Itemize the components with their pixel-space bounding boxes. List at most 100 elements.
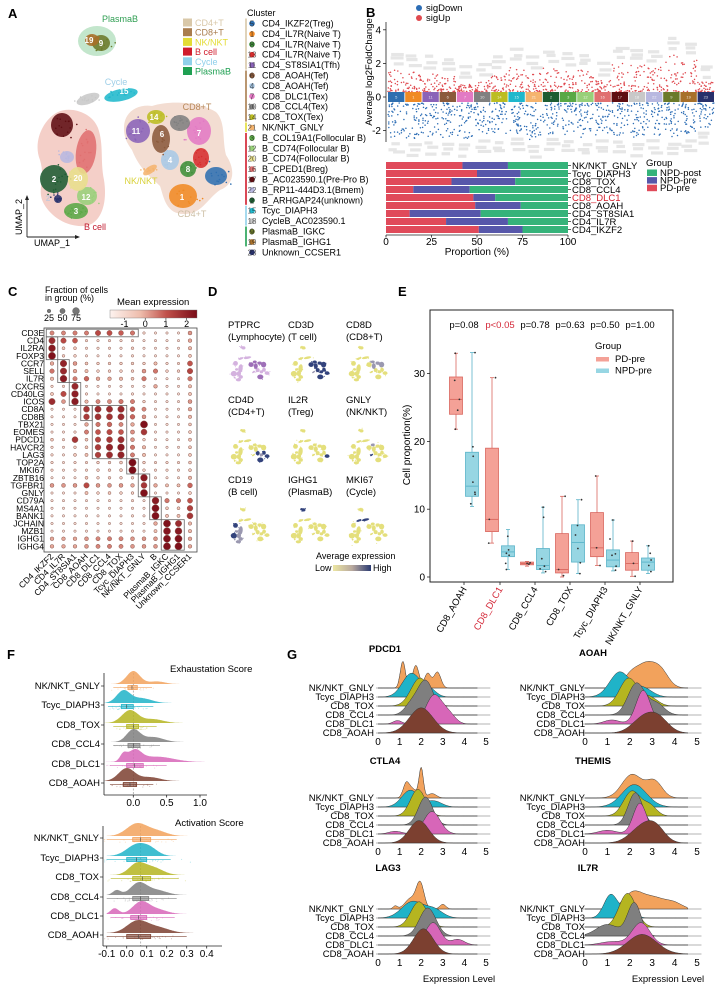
umap-cell-point bbox=[153, 112, 156, 114]
box-npd-pre-cd8_dlc1 bbox=[501, 529, 515, 571]
dotplot-dot bbox=[118, 330, 124, 336]
feature-umap-point bbox=[263, 451, 265, 453]
raincloud-title: Activation Score bbox=[175, 818, 244, 829]
feature-umap-point bbox=[355, 448, 357, 450]
feature-umap-region bbox=[322, 529, 326, 534]
umap-cell-point bbox=[91, 196, 93, 199]
x-tick-label: 75 bbox=[517, 237, 529, 248]
feature-umap-region bbox=[296, 371, 301, 377]
feature-umap-point bbox=[307, 520, 309, 521]
feature-umap-point bbox=[382, 528, 383, 530]
data-point bbox=[576, 524, 579, 527]
sigdown-point bbox=[546, 114, 549, 116]
feature-umap-point bbox=[318, 526, 320, 528]
sigdown-point bbox=[591, 117, 593, 119]
half-violin bbox=[104, 749, 205, 762]
sigup-point bbox=[436, 74, 439, 76]
sigup-point bbox=[453, 78, 455, 80]
dotplot-dot bbox=[107, 491, 112, 495]
sigup-point bbox=[567, 90, 569, 92]
umap-cell-point bbox=[97, 37, 100, 39]
gene-label-box bbox=[646, 59, 657, 63]
ridge-density bbox=[378, 880, 478, 910]
sigup-point bbox=[565, 89, 567, 91]
umap-cell-point bbox=[178, 190, 180, 192]
size-legend-dot bbox=[47, 309, 52, 314]
dotplot-dot bbox=[50, 415, 54, 419]
feature-umap-point bbox=[238, 441, 240, 443]
umap-cell-point bbox=[139, 119, 141, 122]
umap-cell-point bbox=[190, 166, 192, 168]
feature-umap-point bbox=[322, 530, 324, 532]
sigup-point bbox=[435, 85, 438, 88]
sigup-point bbox=[606, 84, 608, 86]
feature-umap-region bbox=[366, 524, 372, 529]
dotplot-dot bbox=[50, 514, 54, 518]
feature-umap-point bbox=[351, 447, 353, 449]
feature-umap-point bbox=[356, 541, 358, 543]
sigdown-point bbox=[493, 131, 496, 134]
umap-cell-point bbox=[211, 175, 213, 177]
feature-umap-point bbox=[249, 518, 251, 520]
jitter-point bbox=[153, 879, 155, 881]
umap-cell-point bbox=[152, 168, 155, 171]
sigup-point bbox=[657, 68, 660, 71]
cluster-color-dot bbox=[249, 166, 255, 172]
size-legend-title: in group (%) bbox=[45, 293, 94, 303]
feature-umap-point bbox=[361, 507, 363, 509]
feature-umap-point bbox=[297, 462, 299, 464]
sigdown-point bbox=[591, 102, 594, 104]
feature-umap-point bbox=[234, 525, 236, 527]
data-point bbox=[542, 506, 544, 509]
feature-umap-point bbox=[294, 376, 296, 378]
box-iqr bbox=[132, 837, 152, 842]
sigdown-point bbox=[451, 110, 453, 112]
feature-umap-point bbox=[257, 533, 259, 535]
gene-label-box bbox=[616, 55, 626, 60]
sigdown-point bbox=[456, 106, 458, 108]
sigdown-point bbox=[422, 106, 425, 109]
ridge-density bbox=[584, 802, 688, 835]
cluster-color-dot bbox=[249, 62, 255, 68]
sigdown-point bbox=[432, 116, 434, 119]
umap-cell-point bbox=[91, 201, 94, 203]
umap-cell-point bbox=[71, 170, 73, 172]
feature-umap-region bbox=[356, 526, 361, 535]
umap-cell-point bbox=[160, 119, 163, 122]
umap-cell-point bbox=[172, 155, 175, 158]
sigup-point bbox=[535, 87, 537, 90]
umap-cell-point bbox=[164, 164, 166, 166]
sigup-point bbox=[402, 90, 404, 93]
feature-umap-point bbox=[319, 460, 321, 462]
dotplot-dot bbox=[119, 346, 123, 350]
cluster-label: B_AC023590.1(Pre-Pro B) bbox=[262, 175, 369, 185]
dotplot-dot bbox=[72, 536, 78, 541]
feature-umap-point bbox=[315, 362, 317, 364]
raincloud-row-label: CD8_DLC1 bbox=[50, 911, 99, 922]
sigdown-point bbox=[394, 120, 396, 122]
x-category-label: NK/NKT_GNLY bbox=[603, 584, 646, 647]
feature-umap-point bbox=[364, 518, 366, 520]
feature-umap-point bbox=[355, 451, 357, 453]
jitter-point bbox=[145, 688, 147, 690]
dotplot-dot bbox=[130, 422, 135, 427]
umap-cell-point bbox=[196, 149, 199, 152]
feature-umap-point bbox=[377, 362, 379, 364]
dotplot-dot bbox=[62, 461, 65, 464]
sigup-point bbox=[491, 89, 493, 92]
umap-cell-point bbox=[96, 49, 99, 51]
ridgeline-ctla4: CTLA4NK/NKT_GNLYTcyc_DIAPH3CD8_TOXCD8_CC… bbox=[309, 756, 491, 858]
feature-umap-point bbox=[373, 531, 375, 533]
sigdown-point bbox=[691, 109, 693, 111]
jitter-point bbox=[115, 936, 117, 938]
sigdown-point bbox=[483, 115, 485, 117]
umap-cell-point bbox=[227, 170, 230, 173]
cluster-tile bbox=[456, 92, 474, 102]
sigdown-point bbox=[434, 111, 437, 114]
ridge-group-label: CD8_TOX bbox=[541, 922, 585, 933]
feature-umap-point bbox=[325, 525, 327, 527]
sigup-point bbox=[660, 86, 663, 88]
umap-cell-point bbox=[95, 36, 97, 39]
sigup-point bbox=[614, 85, 616, 88]
umap-cluster-number: 19 bbox=[85, 36, 94, 45]
